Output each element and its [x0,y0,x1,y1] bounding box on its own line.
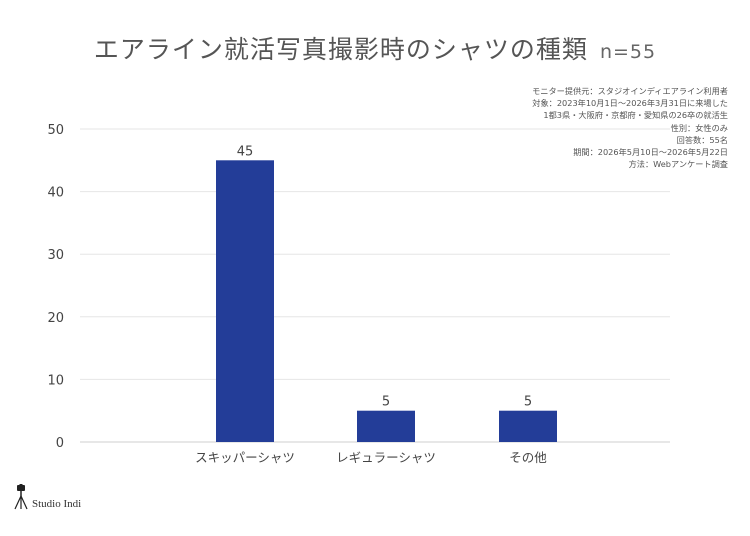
note-line: モニター提供元：スタジオインディエアライン利用者 [532,86,728,96]
bar [499,410,557,442]
data-label: 5 [524,395,532,410]
bar [216,160,274,443]
data-label: 5 [382,395,390,410]
note-line: 方法：Webアンケート調査 [628,159,728,170]
y-tick-label: 50 [47,123,64,138]
note-line: 回答数：55名 [676,134,728,145]
y-tick-label: 20 [47,311,64,326]
footer-brand: Studio Indi [14,484,81,510]
note-line: 対象：2023年10月1日〜2026年3月31日に来場した [532,98,728,109]
y-tick-label: 10 [47,373,64,388]
survey-notes: モニター提供元：スタジオインディエアライン利用者 対象：2023年10月1日〜2… [532,85,728,170]
data-label: 45 [237,144,254,159]
x-tick-label: スキッパーシャツ [195,450,295,465]
y-tick-label: 30 [47,248,64,263]
x-tick-label: その他 [509,450,547,465]
y-tick-label: 40 [47,186,64,201]
note-line: 期間：2026年5月10日〜2026年5月22日 [573,147,728,158]
sample-size: n=55 [599,41,657,63]
bar [357,410,415,442]
chart-title-text: エアライン就活写真撮影時のシャツの種類 [93,35,588,64]
brand-name: Studio Indi [32,498,82,510]
camera-tripod-icon [14,484,28,510]
note-line: 性別：女性のみ [670,122,728,133]
note-line: 1都3県・大阪府・京都府・愛知県の26卒の就活生 [543,110,728,121]
chart-title: エアライン就活写真撮影時のシャツの種類 n=55 [0,30,750,66]
x-tick-label: レギュラーシャツ [336,450,436,465]
y-tick-label: 0 [56,436,64,451]
